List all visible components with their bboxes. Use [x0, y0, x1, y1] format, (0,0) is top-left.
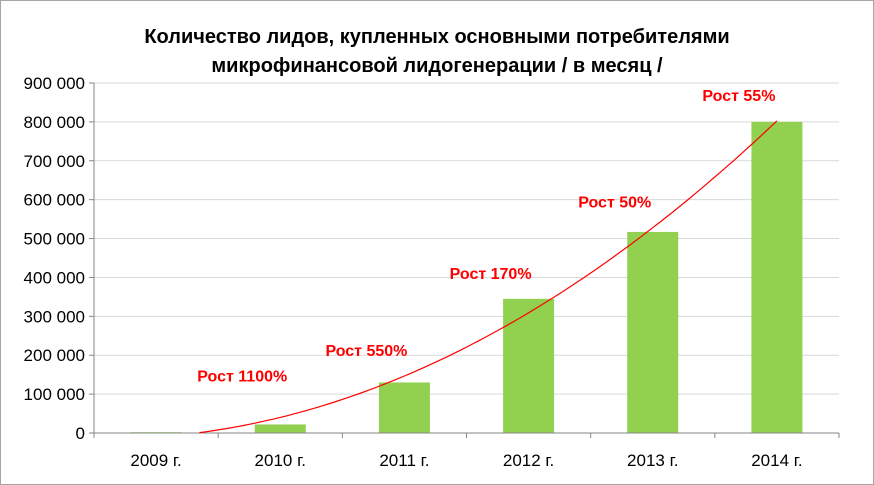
x-tick-label: 2013 г.: [627, 451, 678, 470]
growth-annotation: Рост 550%: [325, 343, 407, 360]
x-tick-label: 2011 г.: [379, 451, 429, 470]
growth-annotation: Рост 55%: [702, 88, 775, 105]
growth-annotation: Рост 50%: [578, 195, 651, 212]
y-tick-label: 0: [76, 424, 85, 443]
x-tick-label: 2009 г.: [130, 451, 181, 470]
y-tick-label: 100 000: [24, 385, 85, 404]
trendline-path: [199, 120, 778, 434]
y-tick-label: 800 000: [24, 113, 85, 132]
y-tick-label: 600 000: [24, 191, 85, 210]
y-tick-label: 400 000: [24, 268, 85, 287]
y-tick-label: 900 000: [24, 74, 85, 93]
y-tick-label: 200 000: [24, 346, 85, 365]
x-tick-label: 2010 г.: [255, 451, 306, 470]
gridlines: [89, 82, 839, 434]
bar: [627, 231, 679, 433]
bar: [503, 298, 555, 433]
chart-title-line-1: Количество лидов, купленных основными по…: [144, 26, 730, 48]
y-axis-labels: 0 100 000 200 000 300 000 400 000 500 000 600 …: [24, 74, 85, 443]
bar: [378, 382, 430, 433]
y-tick-label: 300 000: [24, 307, 85, 326]
x-axis-labels: 2009 г. 2010 г. 2011 г. 2012 г. 2013 г. 2014 …: [130, 451, 802, 470]
x-tick-label: 2012 г.: [503, 451, 554, 470]
growth-annotation: Рост 1100%: [197, 368, 287, 385]
chart-title: Количество лидов, купленных основными по…: [1, 23, 873, 81]
y-tick-label: 500 000: [24, 230, 85, 249]
trendline: [199, 120, 778, 434]
axes: [93, 83, 840, 438]
growth-annotations: Рост 1100% Рост 550% Рост 170% Рост 50% Рост…: [197, 88, 775, 386]
chart-title-line-2: микрофинансовой лидогенерации / в месяц …: [211, 55, 663, 77]
bar: [751, 121, 803, 433]
growth-annotation: Рост 170%: [450, 266, 532, 283]
bar: [254, 424, 306, 433]
x-tick-label: 2014 г.: [751, 451, 802, 470]
y-tick-label: 700 000: [24, 152, 85, 171]
bars: [130, 121, 803, 433]
